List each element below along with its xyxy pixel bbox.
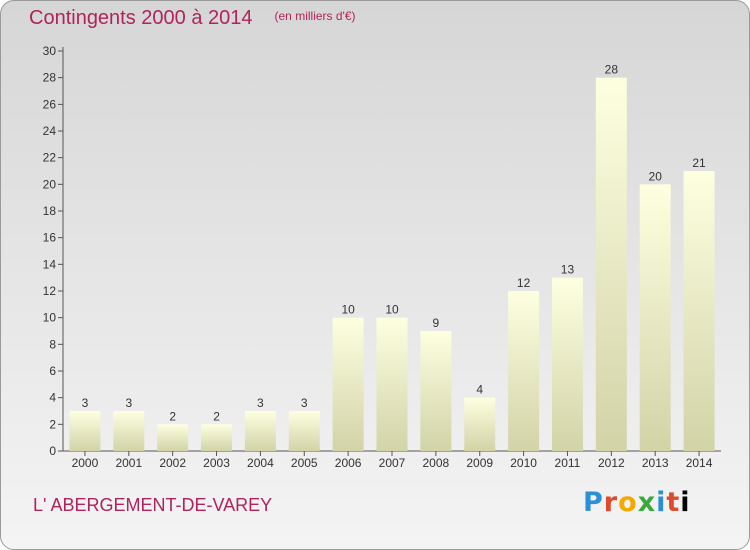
logo-letter: r xyxy=(603,487,619,518)
x-tick-label-2006: 2006 xyxy=(335,456,362,470)
y-tick-label: 2 xyxy=(49,417,56,431)
y-tick-label: 8 xyxy=(49,337,56,351)
logo-letter: i xyxy=(656,487,667,518)
y-tick-label: 22 xyxy=(43,151,57,165)
chart-title-text: Contingents 2000 à 2014 xyxy=(29,7,253,29)
logo-letter: i xyxy=(680,487,691,518)
value-label-2004: 3 xyxy=(257,396,264,410)
y-tick-label: 12 xyxy=(43,284,57,298)
logo-letter: x xyxy=(637,487,657,518)
x-tick-label-2011: 2011 xyxy=(555,456,581,470)
value-label-2012: 28 xyxy=(605,63,619,77)
x-tick-label-2004: 2004 xyxy=(247,456,274,470)
bar-2002 xyxy=(157,424,189,451)
x-tick-label-2012: 2012 xyxy=(598,456,625,470)
bar-2007 xyxy=(376,317,408,451)
value-label-2010: 12 xyxy=(517,276,531,290)
y-tick-label: 10 xyxy=(43,311,57,325)
value-label-2011: 13 xyxy=(561,263,575,277)
x-tick-label-2010: 2010 xyxy=(510,456,537,470)
bar-2008 xyxy=(420,331,452,451)
commune-name: L' ABERGEMENT-DE-VAREY xyxy=(33,495,273,515)
x-tick-label-2002: 2002 xyxy=(159,456,186,470)
bar-2006 xyxy=(332,317,364,451)
bar-2010 xyxy=(508,291,540,451)
y-tick-label: 30 xyxy=(43,44,57,58)
value-label-2001: 3 xyxy=(125,396,132,410)
x-tick-label-2007: 2007 xyxy=(379,456,406,470)
bar-2009 xyxy=(464,397,496,451)
bar-2003 xyxy=(201,424,233,451)
x-tick-label-2008: 2008 xyxy=(423,456,450,470)
bar-2012 xyxy=(595,77,627,452)
logo-letter: P xyxy=(583,487,604,518)
y-tick-label: 24 xyxy=(43,124,57,138)
value-label-2002: 2 xyxy=(169,409,176,423)
y-tick-label: 18 xyxy=(43,204,57,218)
chart-title: Contingents 2000 à 2014 (en milliers d'€) xyxy=(29,7,356,30)
bar-2013 xyxy=(639,184,671,452)
logo-letter: t xyxy=(666,487,681,518)
y-tick-label: 16 xyxy=(43,231,57,245)
logo-letter: o xyxy=(618,487,638,518)
x-tick-label-2013: 2013 xyxy=(642,456,669,470)
bar-2001 xyxy=(113,411,145,451)
x-tick-label-2009: 2009 xyxy=(466,456,493,470)
bar-2000 xyxy=(69,411,101,451)
chart-value-labels: 3 3 2 2 3 3 10 10 9 4 12 13 28 20 21 xyxy=(82,63,706,424)
y-tick-label: 28 xyxy=(43,71,57,85)
y-tick-label: 26 xyxy=(43,97,57,111)
value-label-2006: 10 xyxy=(341,303,355,317)
value-label-2008: 9 xyxy=(433,316,440,330)
bar-2005 xyxy=(288,411,320,451)
y-tick-label: 6 xyxy=(49,364,56,378)
x-tick-label-2001: 2001 xyxy=(115,456,142,470)
value-label-2007: 10 xyxy=(385,303,399,317)
x-tick-label-2005: 2005 xyxy=(291,456,318,470)
value-label-2005: 3 xyxy=(301,396,308,410)
value-label-2009: 4 xyxy=(476,383,483,397)
x-tick-label-2014: 2014 xyxy=(686,456,713,470)
bar-2014 xyxy=(683,171,715,451)
proxiti-logo: Proxiti xyxy=(583,487,691,518)
value-label-2013: 20 xyxy=(649,169,663,183)
y-tick-label: 20 xyxy=(43,177,57,191)
y-tick-label: 14 xyxy=(43,257,57,271)
y-tick-label: 4 xyxy=(49,391,56,405)
value-label-2000: 3 xyxy=(82,396,89,410)
value-label-2003: 2 xyxy=(213,409,220,423)
y-tick-label: 0 xyxy=(49,444,56,458)
chart-bars xyxy=(69,77,715,452)
bar-2011 xyxy=(551,277,583,451)
bar-2004 xyxy=(244,411,276,451)
x-tick-label-2003: 2003 xyxy=(203,456,230,470)
x-tick-label-2000: 2000 xyxy=(72,456,99,470)
value-label-2014: 21 xyxy=(692,156,706,170)
chart-subtitle: (en milliers d'€) xyxy=(274,9,356,23)
